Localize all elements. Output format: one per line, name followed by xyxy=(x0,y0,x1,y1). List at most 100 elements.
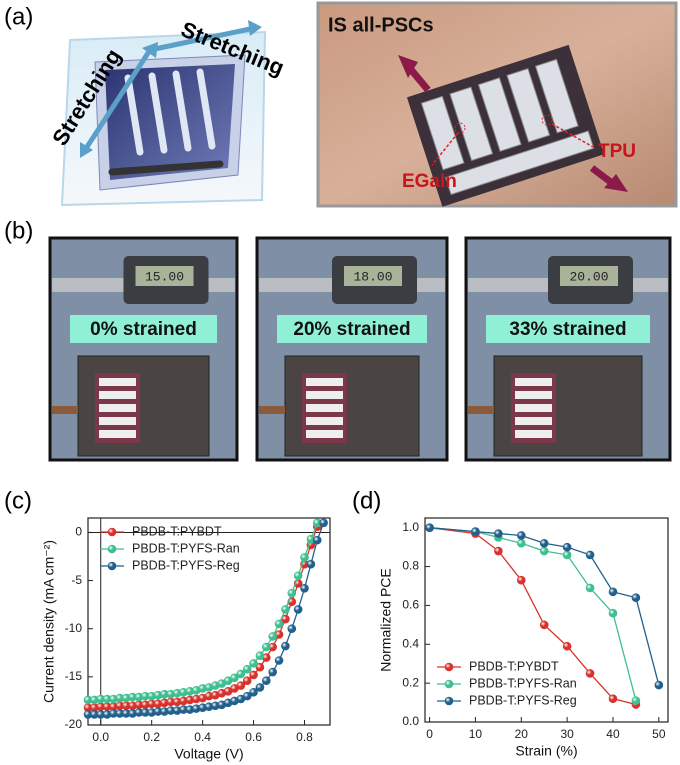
x-tick-label: 20 xyxy=(515,727,529,741)
cell xyxy=(515,391,552,399)
legend-label: PBDB-T:PYBDT xyxy=(132,524,222,538)
panel-label: (d) xyxy=(352,487,381,514)
marker xyxy=(654,680,664,690)
marker xyxy=(425,523,434,533)
legend-marker xyxy=(107,527,117,537)
marker xyxy=(562,542,572,552)
caliper-display xyxy=(344,266,402,286)
marker xyxy=(539,620,549,630)
marker xyxy=(312,535,322,545)
series-line xyxy=(429,527,660,686)
marker xyxy=(274,656,284,665)
x-tick-label: 10 xyxy=(469,727,483,741)
marker xyxy=(268,667,277,677)
photo-title: IS all-PSCs xyxy=(328,14,434,36)
marker xyxy=(516,538,526,548)
caption-box xyxy=(277,315,427,343)
cell xyxy=(99,430,136,438)
caption-box xyxy=(70,315,217,343)
stretch-illustration: Stretching Stretching xyxy=(47,16,288,207)
legend-label: PBDB-T:PYFS-Reg xyxy=(469,693,577,707)
marker xyxy=(306,559,316,569)
marker xyxy=(255,651,265,660)
cell xyxy=(515,417,552,425)
cell xyxy=(515,378,552,386)
marker xyxy=(539,546,549,556)
rod xyxy=(468,406,494,414)
cell xyxy=(306,391,343,399)
y-axis-label: Normalized PCE xyxy=(378,568,394,671)
egain-label: EGaIn xyxy=(402,171,457,192)
caliper-reading: 15.00 xyxy=(145,269,184,284)
cell xyxy=(306,378,343,386)
marker xyxy=(242,676,252,686)
caliper-reading: 20.00 xyxy=(569,269,608,284)
y-tick-label: 0.8 xyxy=(402,559,419,573)
marker xyxy=(262,676,271,686)
x-tick-label: 50 xyxy=(652,727,666,741)
legend-label: PBDB-T:PYFS-Ran xyxy=(132,541,240,555)
y-tick-label: 0.6 xyxy=(402,598,419,612)
marker xyxy=(255,662,265,672)
marker xyxy=(300,583,309,593)
panel-label: (b) xyxy=(4,217,33,244)
cell xyxy=(515,430,552,438)
rod xyxy=(259,406,285,414)
marker xyxy=(242,691,252,701)
x-tick-label: 0.8 xyxy=(296,730,313,744)
legend-marker xyxy=(107,561,117,571)
marker xyxy=(494,546,503,556)
marker xyxy=(300,553,309,562)
marker xyxy=(516,575,526,585)
cell xyxy=(515,404,552,412)
legend-marker xyxy=(444,696,454,706)
y-tick-label: 0 xyxy=(75,525,82,539)
x-tick-label: 0 xyxy=(426,727,433,741)
cell xyxy=(99,378,136,386)
caliper-reading: 18.00 xyxy=(353,269,392,284)
marker xyxy=(268,632,277,641)
strain-photo: 18.00 20% strained xyxy=(255,236,449,462)
marker xyxy=(608,587,618,597)
marker xyxy=(585,669,595,678)
y-tick-label: 0.2 xyxy=(402,675,419,689)
x-tick-label: 40 xyxy=(606,727,620,741)
y-tick-label: -5 xyxy=(71,573,82,587)
x-axis-label: Voltage (V) xyxy=(174,746,243,762)
marker xyxy=(230,673,239,683)
legend-label: PBDB-T:PYFS-Reg xyxy=(132,558,240,572)
cell xyxy=(99,417,136,425)
marker xyxy=(562,641,572,651)
marker xyxy=(319,518,328,528)
marker xyxy=(471,527,480,536)
y-tick-label: -15 xyxy=(65,669,83,683)
marker xyxy=(281,605,290,614)
marker xyxy=(236,669,246,679)
marker xyxy=(631,593,641,602)
caliper-display xyxy=(135,266,194,286)
x-tick-label: 0.6 xyxy=(245,730,262,744)
device-photo: IS all-PSCs EGaIn TPU xyxy=(316,1,678,208)
marker xyxy=(585,583,595,593)
marker xyxy=(236,681,246,690)
legend-label: PBDB-T:PYFS-Ran xyxy=(469,676,577,690)
y-tick-label: -20 xyxy=(65,717,83,731)
marker xyxy=(608,694,618,703)
series-line xyxy=(429,527,637,701)
marker xyxy=(287,588,297,598)
marker xyxy=(249,659,258,668)
marker xyxy=(293,605,303,614)
marker xyxy=(262,642,271,652)
x-tick-label: 0.4 xyxy=(194,730,211,744)
marker xyxy=(255,683,265,692)
plot-frame xyxy=(87,517,331,726)
marker xyxy=(585,550,595,560)
y-axis-label: Current density (mA cm⁻²) xyxy=(41,540,57,703)
marker xyxy=(249,670,258,680)
x-tick-label: 0.2 xyxy=(143,730,160,744)
legend-marker xyxy=(444,679,454,689)
strain-photo: 15.00 0% strained xyxy=(48,236,239,462)
strain-caption: 20% strained xyxy=(293,319,410,340)
strain-caption: 0% strained xyxy=(90,319,197,340)
